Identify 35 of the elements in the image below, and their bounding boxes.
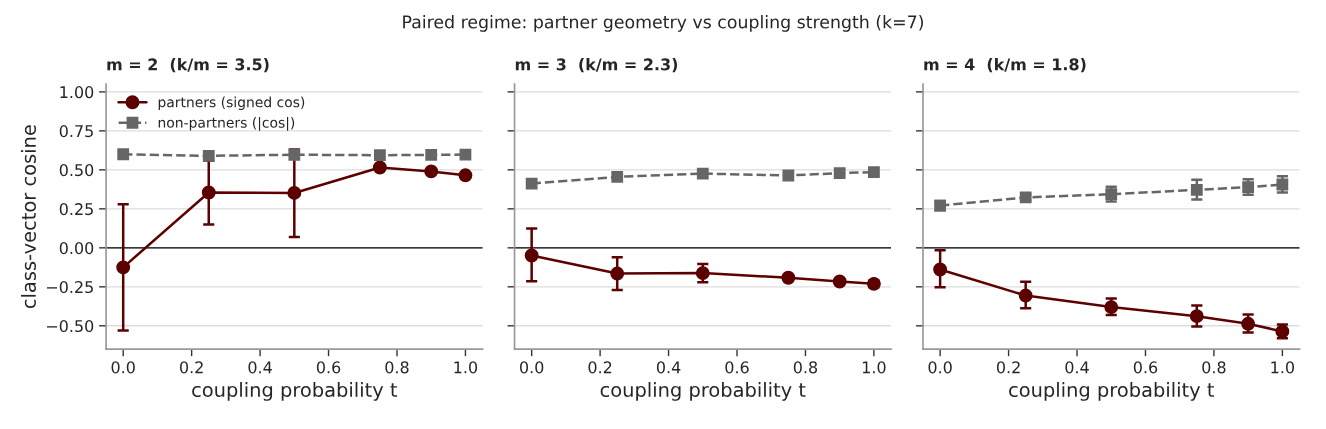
x-tick-label: 1.0 [862, 361, 886, 374]
x-tick-label: 0.6 [1133, 361, 1158, 374]
y-tick-label: 0.50 [59, 164, 94, 177]
x-tick-label: 0.4 [656, 361, 681, 374]
chart-title: m = 2 (k/m = 3.5) [107, 58, 269, 73]
x-tick-label: 0.2 [588, 361, 612, 374]
y-tick-label: 1.00 [60, 86, 94, 99]
x-tick-label: 0.4 [1065, 361, 1089, 374]
legend-label: partners (signed cos) [158, 96, 305, 111]
y-axis-title: class-vector cosine [20, 125, 36, 309]
x-axis-title: coupling probability t [600, 382, 806, 401]
legend-label: non-partners (|cos|) [158, 116, 295, 131]
chart-title: m = 4 (k/m = 1.8) [924, 58, 1086, 73]
text: Paired regime: partner geometry vs coupling strength (k=7) [403, 15, 923, 32]
y-tick-label: 0.25 [59, 203, 93, 216]
x-tick-label: 0.8 [1202, 361, 1226, 374]
x-tick-label: 0.6 [316, 361, 341, 374]
x-tick-label: 0.4 [248, 361, 272, 374]
x-tick-label: 0.0 [111, 361, 135, 374]
x-tick-label: 0.8 [385, 361, 409, 374]
chart-title: m = 3 (k/m = 2.3) [515, 58, 678, 73]
x-tick-label: 0.0 [520, 361, 544, 374]
x-tick-label: 0.0 [928, 361, 952, 374]
y-tick-label: 0.00 [59, 242, 94, 255]
y-tick-label: −0.50 [47, 320, 94, 333]
x-axis-title: coupling probability t [192, 382, 398, 401]
x-axis-title: coupling probability t [1009, 382, 1214, 401]
x-tick-label: 1.0 [1271, 361, 1295, 374]
x-tick-label: 0.8 [793, 361, 818, 374]
x-tick-label: 0.2 [996, 361, 1020, 374]
y-tick-label: −0.25 [47, 281, 93, 294]
x-tick-label: 0.2 [179, 361, 203, 374]
x-tick-label: 0.6 [725, 361, 749, 374]
y-tick-label: 0.75 [59, 125, 93, 138]
x-tick-label: 1.0 [454, 361, 478, 374]
